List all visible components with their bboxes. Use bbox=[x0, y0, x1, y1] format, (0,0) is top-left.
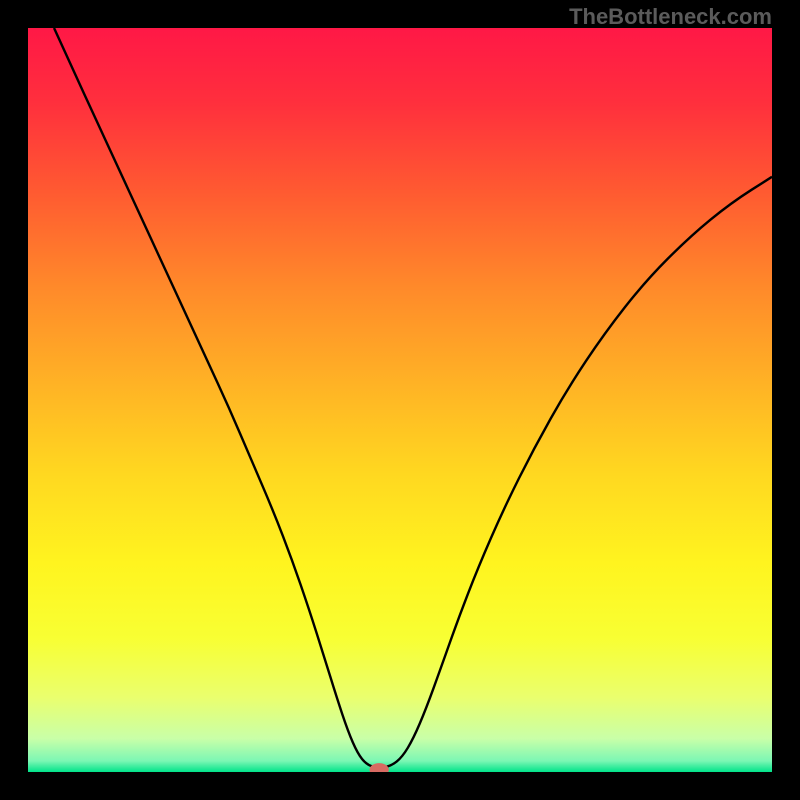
plot-area bbox=[28, 28, 772, 772]
min-marker bbox=[370, 763, 389, 772]
watermark-text: TheBottleneck.com bbox=[569, 4, 772, 30]
curve-layer bbox=[28, 28, 772, 772]
chart-frame: TheBottleneck.com bbox=[0, 0, 800, 800]
bottleneck-curve bbox=[54, 28, 772, 768]
